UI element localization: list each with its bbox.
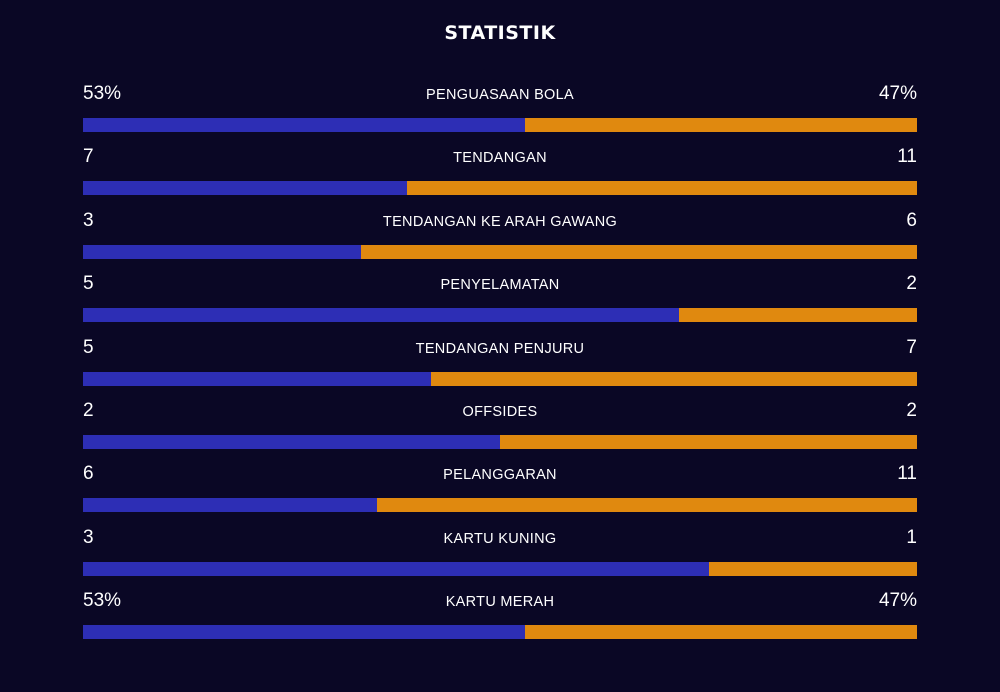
- away-value: 2: [906, 399, 917, 421]
- home-bar-segment: [83, 308, 679, 323]
- stat-label: OFFSIDES: [462, 403, 538, 420]
- stat-bar: [83, 181, 917, 196]
- home-value: 7: [83, 146, 94, 168]
- home-value: 5: [83, 336, 94, 358]
- stat-bar: [83, 118, 917, 132]
- stat-row: 6 PELANGGARAN 11: [83, 460, 917, 523]
- home-bar-segment: [83, 561, 709, 576]
- home-bar-segment: [83, 625, 526, 640]
- home-value: 53%: [83, 590, 122, 612]
- stat-row: 5 PENYELAMATAN 2: [83, 270, 917, 333]
- away-bar-segment: [525, 625, 917, 640]
- away-value: 47%: [878, 83, 917, 104]
- stat-row: 3 KARTU KUNING 1: [83, 524, 917, 587]
- stat-bar: [83, 308, 917, 323]
- away-bar-segment: [678, 308, 917, 323]
- stats-list: 53% PENGUASAAN BOLA 47% 7 TENDANGAN 11 3 TENDAN…: [83, 80, 917, 651]
- stat-bar: [83, 625, 917, 640]
- stat-bar: [83, 371, 917, 386]
- stat-row: 5 TENDANGAN PENJURU 7: [83, 334, 917, 397]
- stat-label: KARTU MERAH: [445, 594, 555, 611]
- away-bar-segment: [360, 244, 917, 259]
- stat-bar: [83, 561, 917, 576]
- home-value: 53%: [83, 83, 122, 104]
- home-value: 6: [83, 463, 94, 485]
- away-value: 6: [906, 209, 917, 231]
- away-value: 1: [906, 526, 917, 548]
- stat-label: PENGUASAAN BOLA: [426, 87, 574, 103]
- stat-label: PENYELAMATAN: [440, 277, 560, 294]
- away-value: 7: [906, 336, 917, 358]
- home-bar-segment: [83, 118, 526, 132]
- away-value: 11: [897, 146, 917, 168]
- stat-bar: [83, 244, 917, 259]
- away-value: 47%: [878, 590, 917, 612]
- home-bar-segment: [83, 181, 408, 196]
- away-value: 11: [897, 463, 917, 485]
- home-bar-segment: [83, 371, 431, 386]
- home-bar-segment: [83, 434, 500, 449]
- home-bar-segment: [83, 244, 361, 259]
- page-title: STATISTIK: [444, 22, 556, 44]
- home-bar-segment: [83, 498, 378, 513]
- away-bar-segment: [708, 561, 917, 576]
- away-bar-segment: [430, 371, 917, 386]
- away-bar-segment: [525, 118, 917, 132]
- stat-row: 7 TENDANGAN 11: [83, 143, 917, 206]
- away-bar-segment: [407, 181, 917, 196]
- stat-label: TENDANGAN: [453, 150, 547, 167]
- away-bar-segment: [500, 434, 917, 449]
- stat-row: 3 TENDANGAN KE ARAH GAWANG 6: [83, 207, 917, 270]
- stat-bar: [83, 434, 917, 449]
- stat-row: 53% PENGUASAAN BOLA 47%: [83, 80, 917, 143]
- away-value: 2: [906, 273, 917, 295]
- stat-label: KARTU KUNING: [443, 530, 557, 547]
- home-value: 3: [83, 209, 94, 231]
- away-bar-segment: [377, 498, 917, 513]
- home-value: 3: [83, 526, 94, 548]
- stat-bar: [83, 498, 917, 513]
- stat-label: TENDANGAN PENJURU: [415, 340, 585, 357]
- stat-row: 2 OFFSIDES 2: [83, 397, 917, 460]
- stat-row: 53% KARTU MERAH 47%: [83, 587, 917, 650]
- home-value: 2: [83, 399, 94, 421]
- home-value: 5: [83, 273, 94, 295]
- stat-label: TENDANGAN KE ARAH GAWANG: [382, 213, 618, 230]
- stat-label: PELANGGARAN: [443, 467, 557, 484]
